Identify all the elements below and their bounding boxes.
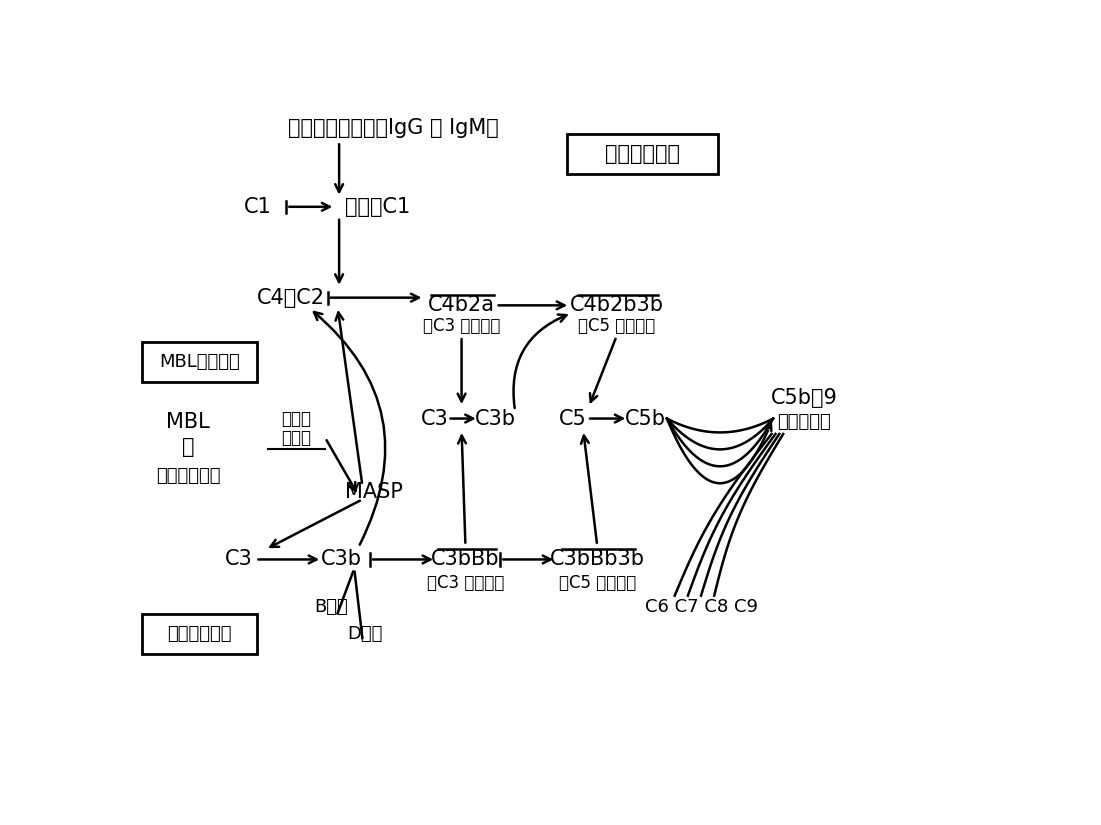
Text: C5b～9: C5b～9	[771, 388, 838, 408]
Text: 攻膜复合物: 攻膜复合物	[777, 413, 831, 431]
FancyArrowPatch shape	[513, 314, 566, 408]
Text: C3: C3	[421, 408, 448, 428]
Text: 丝氨酸: 丝氨酸	[282, 409, 312, 427]
Bar	[142, 342, 257, 382]
Text: C3bBb: C3bBb	[432, 549, 500, 569]
Text: C3b: C3b	[321, 549, 362, 569]
Text: 蛋白酶: 蛋白酶	[282, 429, 312, 447]
Text: ＋: ＋	[182, 437, 194, 457]
Bar	[567, 134, 719, 174]
Text: C3b: C3b	[476, 408, 516, 428]
Text: （C3 转化酶）: （C3 转化酶）	[423, 317, 500, 335]
Text: C4＋C2: C4＋C2	[257, 288, 325, 308]
Text: C1: C1	[244, 197, 272, 217]
Text: MBL: MBL	[166, 412, 210, 432]
Text: C3bBb3b: C3bBb3b	[549, 549, 645, 569]
Text: 激活的C1: 激活的C1	[346, 197, 411, 217]
Text: 抗原抗体复合物（IgG 或 IgM）: 抗原抗体复合物（IgG 或 IgM）	[288, 118, 499, 139]
Text: C3: C3	[225, 549, 252, 569]
Text: B因子: B因子	[315, 598, 348, 616]
Text: C5b: C5b	[624, 408, 666, 428]
Text: （C3 转化酶）: （C3 转化酶）	[427, 573, 504, 592]
Text: MBL激活途径: MBL激活途径	[160, 353, 240, 371]
Text: C4b2b3b: C4b2b3b	[569, 295, 664, 315]
Bar	[142, 614, 257, 654]
FancyArrowPatch shape	[314, 312, 385, 544]
Text: C6 C7 C8 C9: C6 C7 C8 C9	[645, 598, 759, 616]
Text: D因子: D因子	[347, 625, 382, 644]
Text: 病原体甘露糖: 病原体甘露糖	[155, 467, 220, 485]
Text: 旁路激活途径: 旁路激活途径	[167, 625, 232, 644]
Text: C5: C5	[559, 408, 587, 428]
Text: MASP: MASP	[345, 482, 403, 502]
Text: C4b2a: C4b2a	[428, 295, 495, 315]
Text: （C5 转化酶）: （C5 转化酶）	[578, 317, 655, 335]
Text: 经典激活途径: 经典激活途径	[606, 144, 680, 164]
Text: （C5 转化酶）: （C5 转化酶）	[558, 573, 635, 592]
